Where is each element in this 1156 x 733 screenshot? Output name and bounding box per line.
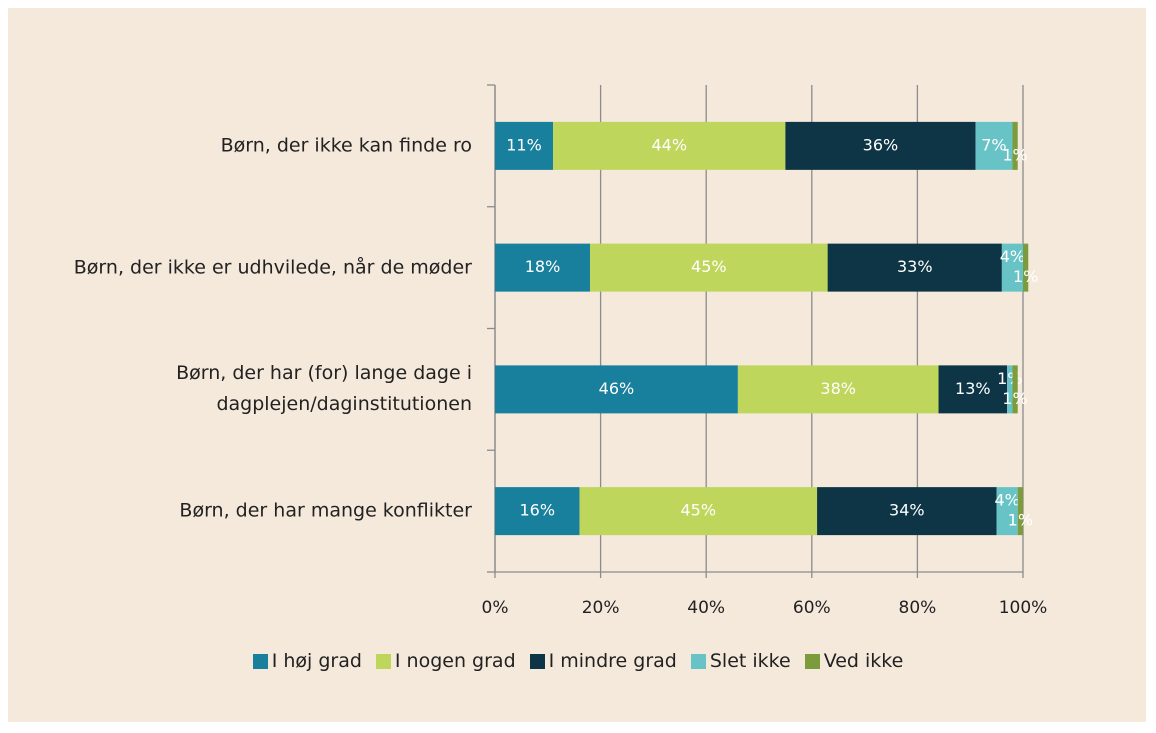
x-tick-label: 60% [793,598,831,618]
legend-label: Ved ikke [823,650,904,672]
legend-item: Slet ikke [690,650,791,672]
legend-item: I mindre grad [529,650,677,672]
value-label: 45% [691,257,727,276]
value-label: 36% [863,135,899,154]
bar-segment [975,121,1013,170]
value-label: 46% [599,379,635,398]
x-tick-label: 80% [899,598,937,618]
x-tick-label: 40% [687,598,725,618]
value-label: 16% [519,501,555,520]
bar-segment [1001,243,1023,292]
value-label: 1% [997,369,1022,388]
legend-swatch [375,653,391,669]
legend-label: I mindre grad [548,650,677,672]
category-label: Børn, der ikke er udhvilede, når de møde… [73,256,472,279]
legend-label: I nogen grad [394,650,516,672]
value-label: 13% [955,379,991,398]
value-label: 1% [1002,389,1027,408]
x-tick-label: 100% [999,598,1048,618]
bar-segment [1012,121,1018,170]
value-label: 34% [889,501,925,520]
legend-label: Slet ikke [709,650,791,672]
bar-segment [495,243,591,292]
category-label: Børn, der har (for) lange dage i dagplej… [176,362,472,416]
bar-segment [590,243,828,292]
bar-segment [996,487,1018,536]
bar-segment [737,365,939,414]
value-label: 4% [994,491,1019,510]
value-label: 7% [981,135,1006,154]
bar-segment [553,121,786,170]
legend-item: I nogen grad [375,650,516,672]
bar-segment [1007,365,1013,414]
bar-segment [1017,487,1023,536]
value-label: 11% [506,135,542,154]
bar-segment [495,487,580,536]
legend-item: Ved ikke [804,650,904,672]
value-label: 1% [1002,145,1027,164]
x-tick-label: 0% [482,598,509,618]
value-label: 1% [1008,511,1033,530]
bar-segment [579,487,818,536]
value-label: 1% [1013,267,1038,286]
value-label: 33% [897,257,933,276]
bar-segment [785,121,976,170]
bar-segment [495,121,554,170]
legend-swatch [804,653,820,669]
bar-segment [1023,243,1029,292]
value-label: 45% [680,501,716,520]
value-label: 38% [820,379,856,398]
value-label: 44% [651,135,687,154]
bar-segment [495,365,738,414]
bar-segment [1012,365,1018,414]
legend-swatch [690,653,706,669]
value-label: 18% [525,257,561,276]
legend-label: I høj grad [271,650,362,672]
category-label: Børn, der har mange konflikter [179,499,472,522]
category-label: Børn, der ikke kan finde ro [220,134,472,157]
bar-segment [817,487,997,536]
bar-segment [938,365,1008,414]
legend-swatch [252,653,268,669]
x-tick-label: 20% [582,598,620,618]
legend: I høj grad I nogen grad I mindre grad Slet … [0,650,1156,672]
value-label: 4% [1000,247,1025,266]
bar-segment [827,243,1002,292]
legend-swatch [529,653,545,669]
legend-item: I høj grad [252,650,362,672]
